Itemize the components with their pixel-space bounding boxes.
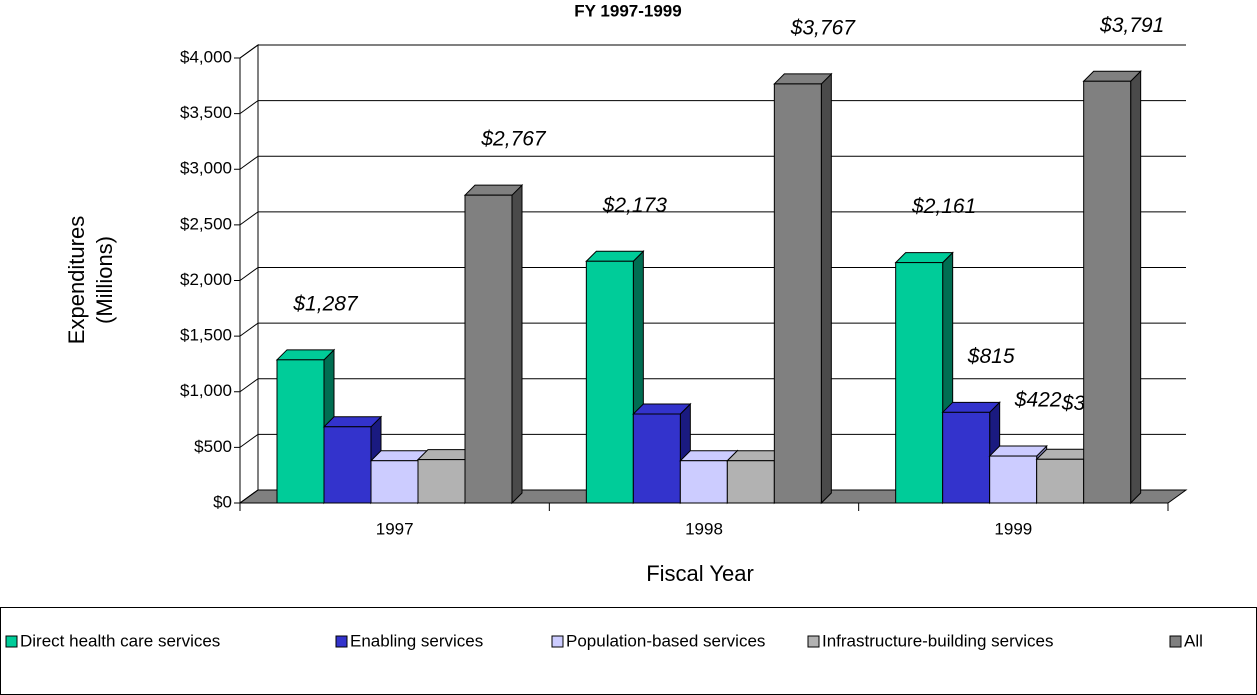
bar — [585, 260, 634, 504]
legend-label: Direct health care services — [20, 631, 220, 650]
y-tick-label: $2,000 — [180, 270, 232, 289]
grid-line — [239, 322, 259, 337]
y-tick-label: $3,500 — [180, 103, 232, 122]
grid-line — [239, 378, 259, 393]
bar-side — [511, 183, 523, 505]
grid-line — [239, 100, 259, 115]
y-tick-label: $3,000 — [180, 159, 232, 178]
bar-top — [275, 349, 336, 361]
value-label: $3,791 — [1099, 14, 1164, 37]
y-tick-label: $0 — [213, 492, 232, 511]
grid-line — [239, 489, 259, 504]
y-tick-label: $2,500 — [180, 214, 232, 233]
grid-line — [239, 267, 259, 281]
legend-box — [0, 607, 1257, 695]
bar — [370, 460, 419, 504]
x-tick-label: 1999 — [994, 519, 1032, 538]
bar-top — [988, 445, 1048, 457]
x-axis-label: Fiscal Year — [646, 561, 754, 586]
bar — [989, 455, 1038, 504]
bar-top — [894, 252, 954, 264]
bar-top — [941, 401, 1001, 413]
value-label: $422 — [1014, 389, 1062, 412]
bar — [1036, 458, 1085, 504]
value-label: $815 — [967, 345, 1015, 368]
y-tick-label: $1,500 — [180, 326, 232, 345]
y-tick-label: $500 — [194, 437, 232, 456]
value-label: $2,161 — [911, 195, 976, 218]
bar — [276, 359, 325, 504]
bar — [632, 413, 681, 504]
bar-top — [463, 184, 524, 196]
y-tick-label: $4,000 — [180, 47, 232, 66]
y-tick-label: $1,000 — [180, 381, 232, 400]
bar-top — [773, 73, 833, 85]
bar — [417, 459, 466, 504]
bar — [942, 411, 991, 504]
x-tick-label: 1998 — [685, 519, 723, 538]
bar — [679, 460, 728, 504]
legend-swatch — [1169, 635, 1182, 648]
bar-side — [820, 72, 832, 505]
chart-title: FY 1997-1999 — [574, 1, 681, 20]
legend-label: Enabling services — [350, 631, 483, 650]
bar-side — [1130, 70, 1142, 505]
bar — [895, 262, 944, 504]
legend-label: All — [1184, 631, 1203, 650]
legend-swatch — [335, 635, 348, 648]
bar-top — [322, 416, 383, 428]
bar — [323, 426, 372, 504]
legend-swatch — [551, 635, 564, 648]
value-label: $3,767 — [790, 16, 857, 39]
value-label: $1,287 — [292, 292, 359, 315]
grid-line — [239, 44, 259, 59]
x-tick-label: 1997 — [376, 519, 414, 538]
value-label: $2,173 — [602, 194, 668, 217]
bar — [464, 194, 513, 504]
legend-label: Infrastructure-building services — [822, 631, 1053, 650]
legend-swatch — [5, 635, 18, 648]
bar — [773, 83, 822, 504]
y-axis-label: Expenditures — [64, 216, 89, 344]
grid-line — [239, 211, 259, 226]
bar — [726, 460, 775, 504]
grid-line — [239, 433, 259, 448]
bar-top — [1082, 70, 1142, 82]
y-axis-label: (Millions) — [92, 236, 117, 324]
value-label: $2,767 — [480, 128, 547, 151]
grid-line — [239, 155, 259, 170]
legend-swatch — [807, 635, 820, 648]
bar-top — [585, 250, 645, 262]
bar-top — [632, 403, 692, 415]
bar — [1083, 80, 1132, 504]
legend-label: Population-based services — [566, 631, 765, 650]
